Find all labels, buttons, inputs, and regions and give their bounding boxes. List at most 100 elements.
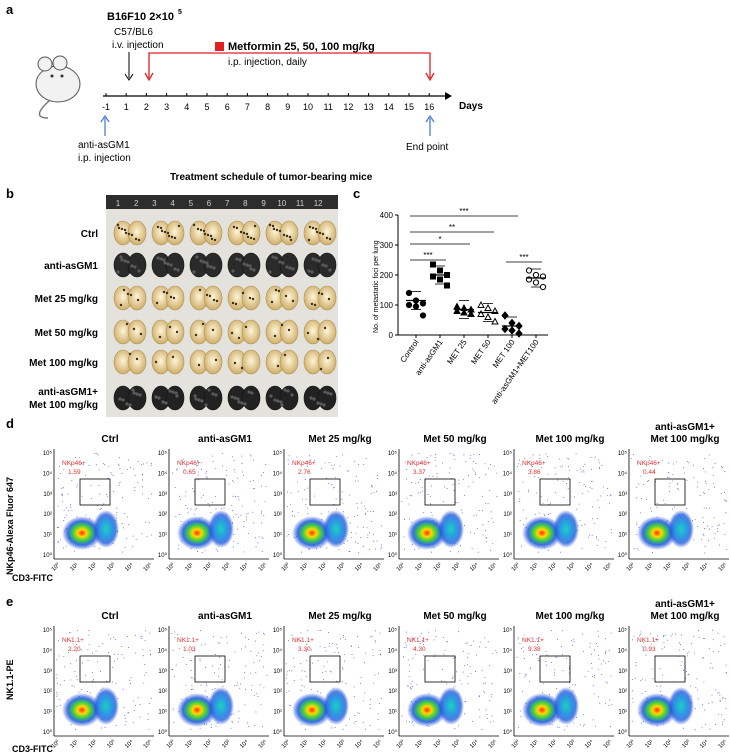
lung-specimen — [265, 349, 299, 375]
lung-specimen — [189, 385, 223, 411]
flow-event — [663, 499, 665, 501]
flow-y-tick: 10¹ — [273, 710, 282, 716]
metastatic-focus — [233, 361, 237, 365]
flow-event — [134, 635, 136, 637]
flow-event — [544, 514, 546, 516]
flow-event — [357, 526, 359, 528]
flow-event — [562, 465, 563, 467]
flow-event — [118, 482, 120, 484]
flow-event — [150, 464, 152, 466]
flow-event — [699, 495, 701, 497]
flow-event — [671, 480, 673, 482]
flow-event — [532, 454, 534, 456]
density-cd3 — [208, 687, 234, 725]
flow-event — [725, 707, 727, 709]
metastatic-focus — [328, 268, 332, 272]
metastatic-focus — [248, 296, 252, 300]
metastatic-focus — [169, 263, 173, 267]
flow-event — [669, 483, 671, 485]
flow-x-tick: 10⁴ — [469, 738, 481, 750]
cells-line: B16F10 2×10 — [107, 11, 174, 23]
flow-event — [642, 646, 644, 648]
flow-event — [371, 485, 372, 487]
metastatic-focus — [248, 264, 252, 268]
flow-y-tick: 10² — [158, 512, 167, 518]
flow-event — [405, 642, 406, 644]
flow-event — [633, 548, 635, 550]
flow-event — [336, 508, 338, 510]
flow-event — [478, 696, 480, 697]
flow-event — [213, 672, 215, 674]
flow-event — [66, 507, 68, 509]
flow-event — [380, 653, 381, 655]
flow-event — [714, 537, 715, 539]
flow-x-tick: 10⁵ — [142, 738, 154, 750]
flow-event — [263, 471, 265, 473]
flow-x-tick: 10² — [203, 562, 213, 572]
days-label: Days — [459, 101, 483, 112]
metastatic-focus — [327, 297, 331, 301]
flow-event — [374, 639, 376, 641]
flow-event — [415, 483, 417, 484]
flow-event — [592, 506, 594, 508]
metastatic-focus — [197, 363, 201, 367]
flow-event — [492, 543, 494, 545]
flow-event — [369, 704, 371, 706]
flow-event — [96, 464, 98, 466]
flow-event — [650, 510, 652, 512]
metastatic-focus — [125, 322, 129, 326]
flow-event — [187, 508, 188, 509]
flow-event — [525, 674, 527, 675]
flow-event — [306, 660, 308, 662]
flow-event — [724, 491, 725, 493]
lung-lobe-right — [279, 349, 299, 375]
density-main — [292, 693, 332, 727]
flow-event — [263, 666, 265, 668]
metastatic-focus — [283, 353, 287, 357]
flow-event — [576, 508, 578, 510]
flow-event — [523, 657, 525, 659]
flow-event — [571, 644, 573, 646]
flow-event — [370, 520, 372, 522]
metastatic-focus — [175, 330, 179, 334]
flow-event — [596, 643, 597, 644]
flow-event — [582, 714, 584, 716]
flow-event — [234, 651, 236, 653]
gate-value: 0.93 — [643, 646, 656, 653]
flow-event — [449, 467, 451, 469]
flow-event — [265, 464, 267, 465]
flow-y-tick: 10⁵ — [503, 627, 513, 634]
lung-lobe-right — [241, 385, 261, 411]
metastatic-focus — [132, 391, 136, 395]
flow-event — [124, 547, 126, 549]
flow-event — [307, 487, 309, 489]
flow-event — [722, 697, 723, 699]
metastatic-focus — [232, 225, 236, 229]
flow-event — [197, 465, 199, 467]
flow-event — [724, 643, 726, 645]
lung-lobe-right — [203, 349, 223, 375]
flow-event — [232, 721, 234, 723]
flow-event — [97, 661, 99, 663]
flow-event — [58, 698, 60, 700]
flow-event — [704, 493, 706, 495]
lung-specimen — [303, 385, 337, 411]
flow-event — [358, 464, 359, 465]
flow-event — [300, 640, 302, 641]
flow-x-tick: 10³ — [221, 562, 231, 572]
flow-event — [725, 501, 727, 502]
flow-event — [149, 632, 151, 634]
flow-event — [252, 511, 254, 513]
flow-x-tick: 10¹ — [644, 739, 654, 749]
flow-event — [68, 652, 69, 654]
flow-event — [708, 507, 710, 509]
flow-event — [141, 464, 142, 466]
flow-event — [191, 659, 193, 661]
flow-event — [255, 546, 257, 548]
flow-event — [71, 479, 73, 481]
metastatic-focus — [239, 230, 243, 234]
flow-event — [310, 649, 312, 651]
flow-event — [356, 636, 358, 637]
flow-event — [363, 464, 365, 466]
flow-event — [454, 458, 456, 460]
